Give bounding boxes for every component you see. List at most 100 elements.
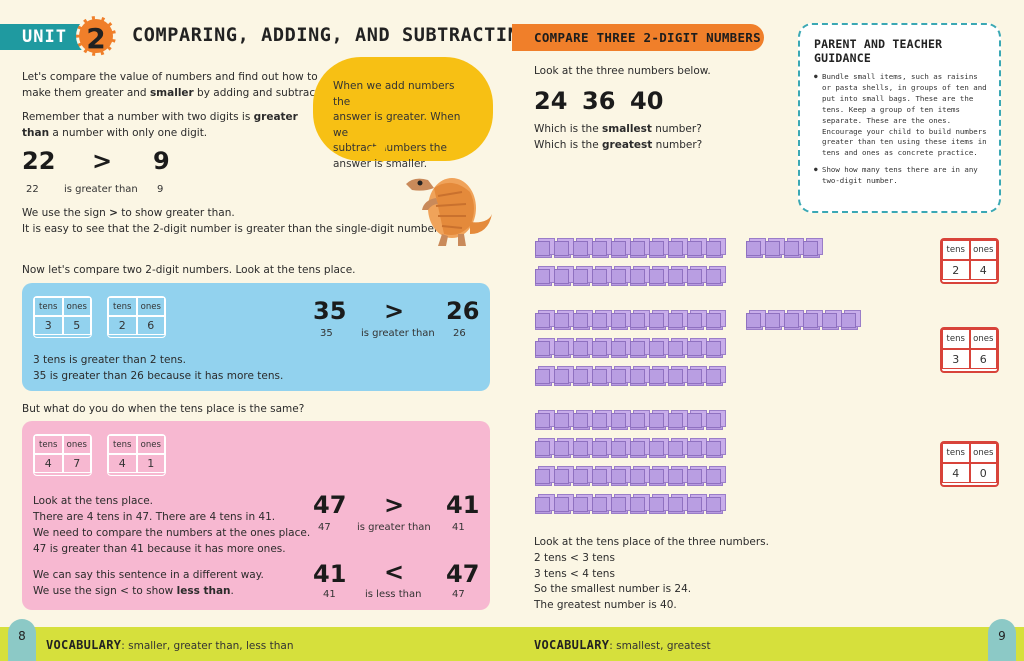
unit-cube — [611, 266, 631, 286]
remember-line-2: than a number with only one digit. — [22, 127, 208, 139]
unit-cube — [668, 466, 688, 486]
greater-than-sign: > — [92, 147, 113, 175]
ten-rod — [535, 494, 726, 514]
pink-line-4: 47 is greater than 41 because it has mor… — [33, 543, 286, 555]
unit-cube — [592, 438, 612, 458]
bubble-line: answer is smaller. — [333, 157, 428, 170]
summary-line-1: Look at the tens place of the three numb… — [534, 536, 769, 548]
unit-cube — [687, 366, 707, 386]
unit-cube — [592, 410, 612, 430]
guidance-title: PARENT AND TEACHER GUIDANCE — [814, 37, 943, 65]
sign-explanation-2: It is easy to see that the 2-digit numbe… — [22, 223, 441, 235]
ones-digit: 6 — [969, 349, 997, 369]
ones-header: ones — [969, 240, 997, 260]
place-value-chart-41: tens ones 4 1 — [107, 434, 166, 476]
bubble-line: subtract numbers the — [333, 142, 447, 154]
compare-two-intro: Now let's compare two 2-digit numbers. L… — [22, 264, 356, 276]
unit-cube — [592, 310, 612, 330]
page-number-left: 8 — [8, 619, 36, 661]
intro-line-1: Let's compare the value of numbers and f… — [22, 71, 318, 83]
unit-cube — [592, 466, 612, 486]
number-36: 36 — [582, 87, 616, 115]
ones-digit: 1 — [136, 454, 165, 473]
unit-cube — [687, 438, 707, 458]
unit-cube — [706, 366, 726, 386]
unit-cube — [687, 238, 707, 258]
ten-rod — [535, 310, 726, 330]
unit-cube — [611, 466, 631, 486]
summary-line-5: The greatest number is 40. — [534, 599, 677, 611]
relation-text: is greater than — [361, 328, 435, 339]
example-22-small: 22 — [26, 184, 39, 195]
unit-cube — [687, 310, 707, 330]
ten-rod — [535, 410, 726, 430]
unit-number-badge: 2 — [76, 16, 116, 56]
pink-line-3: We need to compare the numbers at the on… — [33, 527, 311, 539]
tens-place-example-panel — [22, 283, 490, 391]
pangolin-mascot-icon — [406, 178, 492, 246]
less-than-sign: < — [384, 558, 405, 586]
unit-cube — [573, 338, 593, 358]
section-header: COMPARE THREE 2-DIGIT NUMBERS — [512, 24, 764, 51]
unit-cube — [841, 310, 861, 330]
unit-cube — [630, 366, 650, 386]
unit-cube — [706, 410, 726, 430]
unit-cube — [649, 366, 669, 386]
unit-cube — [535, 466, 555, 486]
number-35: 35 — [313, 297, 347, 325]
unit-cube — [630, 266, 650, 286]
ones-header: ones — [62, 435, 91, 454]
place-value-chart-47: tens ones 4 7 — [33, 434, 92, 476]
unit-cube — [687, 338, 707, 358]
unit-cube — [554, 410, 574, 430]
unit-cube — [554, 494, 574, 514]
place-value-chart-36: tens ones 3 6 — [940, 327, 999, 373]
sign-explanation-1: We use the sign > to show greater than. — [22, 207, 235, 219]
unit-cube — [803, 238, 823, 258]
unit-cube — [630, 438, 650, 458]
intro-line-2: make them greater and smaller by adding … — [22, 87, 339, 99]
unit-cube — [649, 410, 669, 430]
unit-cube — [554, 438, 574, 458]
unit-cube — [668, 310, 688, 330]
unit-cube — [630, 238, 650, 258]
ones-header: ones — [136, 297, 165, 316]
unit-cube — [573, 310, 593, 330]
smallest-question: Which is the smallest number? — [534, 123, 702, 135]
unit-cube — [573, 238, 593, 258]
unit-cube — [630, 338, 650, 358]
unit-cube — [611, 410, 631, 430]
ones-header: ones — [969, 443, 997, 463]
unit-cube — [687, 410, 707, 430]
number-24: 24 — [534, 87, 568, 115]
tens-digit: 4 — [942, 463, 970, 483]
unit-cube — [649, 438, 669, 458]
ten-rod — [535, 466, 726, 486]
ten-rod — [535, 366, 726, 386]
unit-cube — [611, 366, 631, 386]
blue-explanation-1: 3 tens is greater than 2 tens. — [33, 354, 186, 366]
unit-cube — [668, 266, 688, 286]
unit-cube — [746, 238, 766, 258]
tens-header: tens — [108, 297, 137, 316]
unit-cube — [746, 310, 766, 330]
vocabulary-left: VOCABULARY: smaller, greater than, less … — [46, 638, 294, 652]
unit-cube — [592, 366, 612, 386]
unit-cube — [803, 310, 823, 330]
unit-cube — [573, 266, 593, 286]
unit-cube — [706, 266, 726, 286]
unit-cube — [687, 466, 707, 486]
unit-cube — [765, 238, 785, 258]
unit-cube — [535, 310, 555, 330]
unit-cube — [535, 266, 555, 286]
tens-digit: 3 — [34, 316, 63, 335]
unit-cube — [535, 494, 555, 514]
number-41: 41 — [446, 491, 480, 519]
greatest-question: Which is the greatest number? — [534, 139, 703, 151]
unit-cube — [554, 466, 574, 486]
unit-cube — [668, 494, 688, 514]
unit-cube — [668, 410, 688, 430]
unit-cube — [668, 438, 688, 458]
unit-cube — [706, 494, 726, 514]
guidance-item: Bundle small items, such as raisins or p… — [814, 72, 987, 159]
